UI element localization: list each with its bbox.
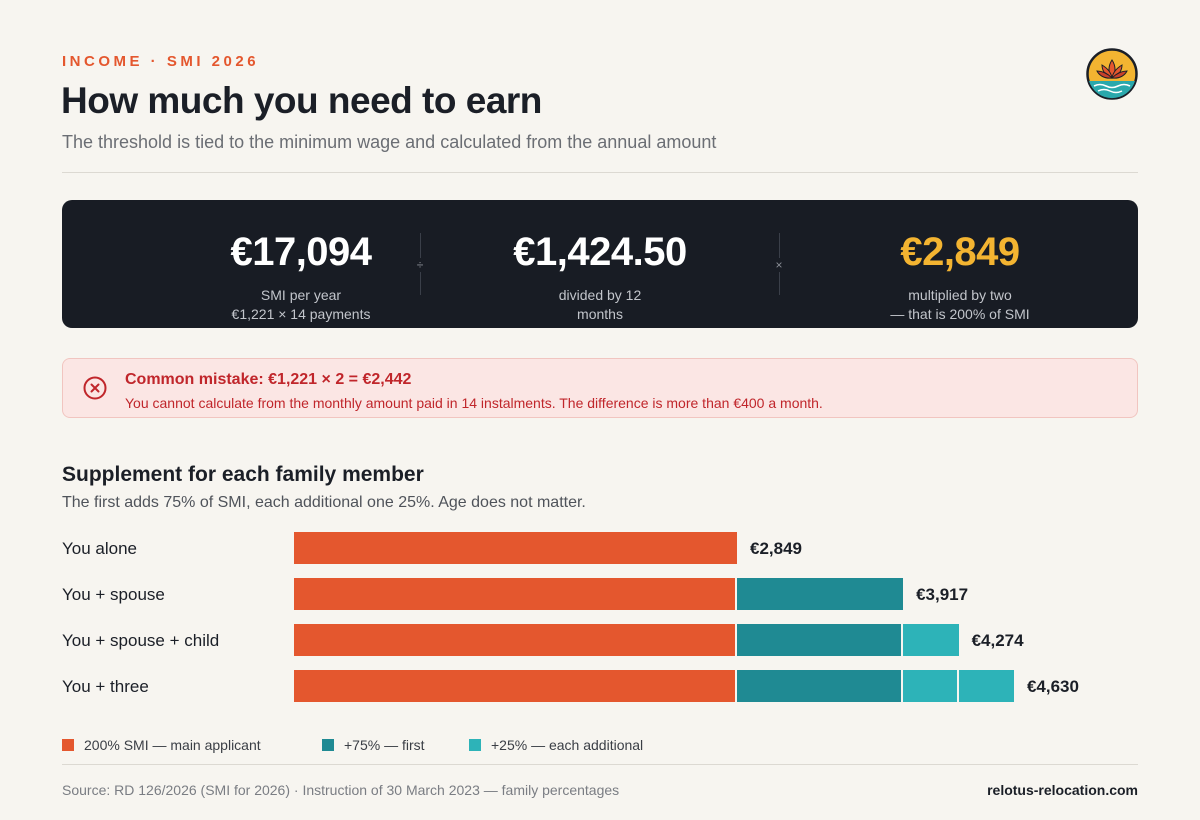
bar-value-label: €4,630 [1026,677,1079,696]
legend-swatch [62,739,74,751]
stat-annual-label: SMI per year €1,221 × 14 payments [151,286,451,324]
calculation-panel: €17,094 SMI per year €1,221 × 14 payment… [62,200,1138,328]
divider-bottom [62,764,1138,765]
stat-threshold-value: €2,849 [900,230,1020,274]
stat-annual-label-line2: €1,221 × 14 payments [231,306,371,322]
bar-segment [294,624,736,656]
legend-swatch [322,739,334,751]
bar-value-label: €4,274 [971,631,1024,650]
stat-threshold-label: multiplied by two — that is 200% of SMI [810,286,1110,324]
section-title: Supplement for each family member [62,463,424,486]
bar-value-label: €2,849 [750,539,803,558]
bar-segment [903,624,959,656]
multiply-operator: × [769,258,789,272]
page-title: How much you need to earn [61,80,542,121]
bar-label: You + spouse [62,585,165,604]
legend-label: +25% — each additional [491,737,644,753]
stat-threshold: €2,849 multiplied by two — that is 200% … [810,200,1110,328]
bar-segment [958,670,1014,702]
stat-monthly: €1,424.50 divided by 12 months [450,200,750,328]
legend-label: 200% SMI — main applicant [84,737,261,753]
bar-segment [737,578,904,610]
stat-threshold-label-line2: — that is 200% of SMI [890,306,1030,322]
source-note: Source: RD 126/2026 (SMI for 2026) · Ins… [62,782,620,798]
bar-label: You alone [62,539,138,558]
page-subtitle: The threshold is tied to the minimum wag… [62,132,717,152]
stat-monthly-value: €1,424.50 [513,230,687,274]
bar-segment [294,578,736,610]
error-circle-icon [83,376,107,400]
divide-operator: ÷ [410,258,430,272]
bar-segment [294,532,738,564]
stat-threshold-label-line1: multiplied by two [908,287,1012,303]
bar-segment [737,624,902,656]
stat-monthly-label: divided by 12 months [450,286,750,324]
section-subtitle: The first adds 75% of SMI, each addition… [62,494,586,511]
lotus-logo [1086,48,1138,100]
eyebrow-label: INCOME · SMI 2026 [62,53,260,70]
stat-annual: €17,094 SMI per year €1,221 × 14 payment… [151,200,451,328]
bar-value-label: €3,917 [916,585,969,604]
alert-body: You cannot calculate from the monthly am… [125,395,823,411]
stat-monthly-label-line2: months [577,306,623,322]
stat-monthly-label-line1: divided by 12 [558,287,642,303]
legend-label: +75% — first [344,737,425,753]
stat-annual-label-line1: SMI per year [260,287,342,303]
bar-label: You + three [62,677,149,696]
mistake-alert: Common mistake: €1,221 × 2 = €2,442 You … [62,358,1138,418]
bar-label: You + spouse + child [62,631,220,650]
stat-annual-value: €17,094 [230,230,372,274]
bar-segment [903,670,957,702]
legend-swatch [469,739,481,751]
site-link[interactable]: relotus-relocation.com [987,782,1138,798]
divider-top [62,172,1138,173]
bar-segment [294,670,736,702]
bar-segment [737,670,902,702]
alert-title: Common mistake: €1,221 × 2 = €2,442 [125,371,412,388]
